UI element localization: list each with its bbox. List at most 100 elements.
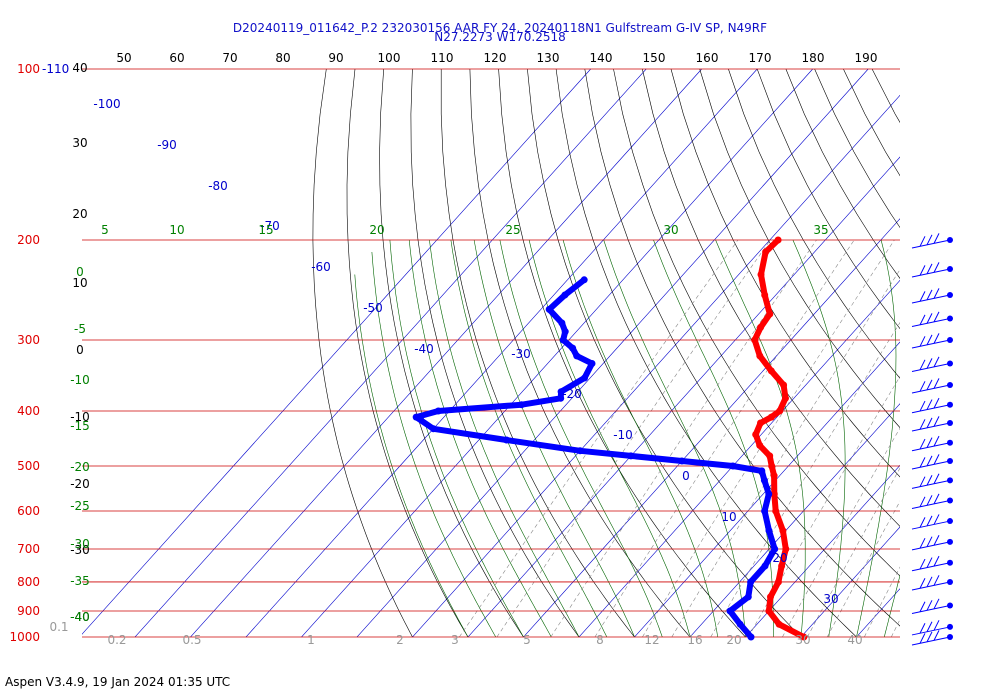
wind-barb-dot [947, 236, 953, 243]
wind-barb-staff [911, 636, 951, 646]
dewpoint-point [588, 360, 596, 367]
moist-temp-label: -5 [74, 322, 86, 336]
dewpoint-point [434, 407, 442, 415]
wind-barb-flag [926, 417, 933, 429]
wind-barb-flag [919, 457, 926, 468]
wind-barb-flag [919, 537, 926, 549]
wind-barb-dot [947, 497, 953, 504]
wind-barb-flag [919, 517, 926, 528]
dry-adiabat-line [958, 69, 1000, 637]
moist-temp-label: -40 [70, 610, 90, 624]
mixing-ratio-label: 20 [726, 633, 741, 647]
wind-barb-staff [911, 442, 951, 452]
pressure-label: 600 [17, 504, 40, 518]
wind-barb-staff [911, 294, 951, 304]
dewpoint-point [581, 374, 588, 382]
wind-barb-flag [933, 397, 940, 409]
dry-adiabat-line [379, 68, 524, 638]
wind-barb [911, 514, 953, 530]
moist-adiabat-line [371, 251, 497, 638]
wind-barb-staff [911, 520, 951, 530]
mixing-ratio-label: 8 [596, 633, 604, 647]
wind-barb-dot [947, 315, 953, 322]
isotherm-line [578, 279, 900, 638]
wind-barb-staff [911, 339, 951, 349]
pressure-label: 1000 [9, 630, 40, 644]
top-axis-label: 170 [749, 51, 772, 65]
wind-barb-flag [926, 263, 933, 275]
dewpoint-point [559, 336, 567, 344]
temperature-point [761, 291, 769, 299]
wind-barb-flag [919, 314, 926, 326]
wind-barb [911, 356, 953, 373]
wind-barb-dot [947, 518, 953, 525]
isotherm-line [134, 68, 647, 638]
isotherm-line [800, 526, 900, 638]
temperature-point [780, 381, 788, 389]
wind-barb [911, 620, 953, 636]
footer-version: Aspen V3.4.9, 19 Jan 2024 01:35 UTC [5, 675, 231, 689]
altitude-label: -40 [70, 610, 90, 624]
wind-barb-flag [933, 514, 940, 525]
wind-barb [911, 555, 953, 572]
mixing-ratio-line [826, 500, 900, 638]
temperature-point [782, 394, 789, 402]
wind-barb-flag [926, 557, 933, 568]
chart-title-line2: N27.2273 W170.2518 [434, 30, 566, 44]
wind-barb-flag [919, 558, 926, 570]
wind-barb [911, 575, 953, 591]
dewpoint-point [627, 452, 635, 460]
moist-adiabat-line [856, 239, 897, 638]
wind-barb-flag [926, 600, 933, 611]
wind-barb-flag [919, 578, 926, 589]
dewpoint-point [561, 291, 569, 299]
dewpoint-point [503, 436, 510, 444]
top-axis-label: 90 [328, 51, 343, 65]
wind-barb-staff [911, 604, 951, 614]
dry-adiabat-line [527, 68, 802, 638]
mixing-ratio-label: 0.1 [49, 620, 68, 634]
dry-adiabat-line [670, 68, 900, 478]
dewpoint-point [558, 319, 566, 327]
isotherm-label: 10 [721, 510, 736, 524]
dewpoint-point [557, 388, 565, 396]
isotherm-label: -40 [414, 342, 434, 356]
altitude-label: 40 [72, 61, 87, 75]
dewpoint-point [726, 607, 734, 615]
mixing-ratio-line [891, 618, 900, 638]
dry-adiabat-line [930, 69, 1000, 637]
moist-adiabat-line [450, 239, 608, 638]
dewpoint-point [518, 401, 526, 409]
temperature-point [800, 633, 808, 641]
wind-barb-flag [919, 336, 926, 347]
wind-barb-staff [911, 500, 951, 509]
top-axis-label: 180 [802, 51, 825, 65]
wind-barb-flag [926, 313, 933, 324]
wind-barb-staff [911, 479, 951, 489]
wind-barb-flag [933, 454, 940, 465]
isotherm-line [301, 68, 813, 638]
dewpoint-point [761, 562, 769, 570]
mixing-ratio-line [496, 239, 771, 638]
temperature-point [762, 248, 770, 256]
wind-barb [911, 288, 953, 304]
wind-barb-flag [926, 495, 933, 506]
dry-adiabat-line [498, 68, 746, 638]
moist-temp-label: 0 [76, 265, 84, 279]
wind-barb-flag [919, 236, 926, 247]
isotherm-label: -30 [511, 347, 531, 361]
dry-adiabat-line [440, 69, 635, 638]
top-axis-label: 160 [696, 51, 719, 65]
wind-barb-flag [933, 233, 940, 244]
top-axis-label: 110 [431, 51, 454, 65]
temperature-point [766, 310, 774, 318]
wind-barb [911, 397, 953, 414]
temperature-point [774, 578, 782, 586]
dewpoint-point [765, 527, 773, 535]
dry-adiabat-line [699, 68, 900, 429]
isotherm-label: -20 [562, 387, 582, 401]
wind-barb [911, 493, 953, 509]
altitude-label: 30 [72, 136, 87, 150]
top-axis-label: 60 [169, 51, 184, 65]
dry-adiabat-line [312, 68, 413, 638]
